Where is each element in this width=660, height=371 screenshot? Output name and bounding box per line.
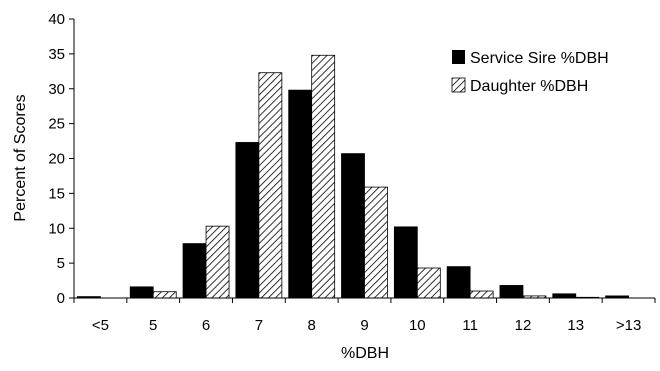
x-tick-label: 10 xyxy=(409,317,426,334)
y-tick-label: 35 xyxy=(48,46,65,63)
y-tick-label: 20 xyxy=(48,151,65,168)
x-tick-label: >13 xyxy=(616,317,641,334)
y-tick-label: 15 xyxy=(48,185,65,202)
legend-swatch-service-sire xyxy=(452,50,465,64)
x-tick-label: <5 xyxy=(92,317,109,334)
x-tick-label: 6 xyxy=(202,317,210,334)
bar-service-sire xyxy=(235,142,260,299)
bar-daughter xyxy=(469,290,494,299)
bar-daughter xyxy=(416,267,441,299)
y-tick-label: 40 xyxy=(48,11,65,28)
y-axis-ticks: 0 5 10 15 20 25 30 35 40 xyxy=(48,11,74,307)
x-tick-label: 7 xyxy=(255,317,263,334)
legend-label-daughter: Daughter %DBH xyxy=(470,78,588,95)
bar-service-sire xyxy=(129,286,154,299)
bar-daughter xyxy=(364,186,388,299)
bar-daughter xyxy=(311,54,336,299)
bar-service-sire xyxy=(341,153,365,299)
x-tick-label: 5 xyxy=(149,317,157,334)
bar-service-sire xyxy=(446,266,471,299)
x-tick-label: 13 xyxy=(567,317,584,334)
y-tick-label: 30 xyxy=(48,81,65,98)
legend-label-service-sire: Service Sire %DBH xyxy=(470,50,609,67)
bar-daughter xyxy=(205,225,230,299)
legend-swatch-daughter xyxy=(451,77,466,93)
bar-service-sire xyxy=(393,226,418,299)
y-axis-label: Percent of Scores xyxy=(12,94,29,221)
x-tick-label: 12 xyxy=(515,317,532,334)
x-tick-label: 8 xyxy=(308,317,316,334)
bar-service-sire xyxy=(288,89,313,299)
x-axis-ticks: <5 5 6 7 8 9 10 11 12 13 >13 xyxy=(73,298,656,334)
x-tick-label: 9 xyxy=(360,317,368,334)
bar-daughter xyxy=(152,291,177,299)
bar-service-sire xyxy=(499,285,524,299)
y-tick-label: 25 xyxy=(48,116,65,133)
bar-service-sire xyxy=(182,243,207,299)
y-tick-label: 10 xyxy=(48,220,65,237)
x-axis-label: %DBH xyxy=(341,345,389,362)
bar-service-sire xyxy=(552,293,577,299)
x-tick-label: 11 xyxy=(462,317,478,334)
bar-daughter xyxy=(258,72,283,299)
y-tick-label: 0 xyxy=(57,290,65,307)
bars xyxy=(77,54,629,299)
legend: Service Sire %DBH Daughter %DBH xyxy=(451,50,609,95)
y-tick-label: 5 xyxy=(57,255,65,272)
